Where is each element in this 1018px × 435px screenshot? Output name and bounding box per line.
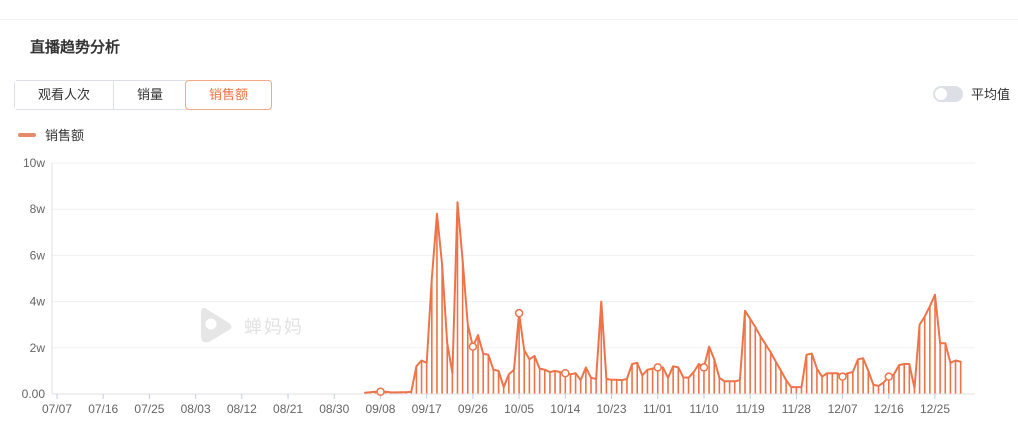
x-axis-tick-label: 09/17: [412, 402, 442, 416]
section-title: 直播趋势分析: [30, 39, 121, 56]
tab-viewers[interactable]: 观看人次: [15, 81, 114, 109]
average-toggle-switch[interactable]: [932, 85, 963, 102]
y-axis-tick-label: 2w: [30, 341, 46, 355]
x-axis-tick-label: 09/08: [365, 402, 395, 416]
average-toggle-label: 平均值: [970, 87, 1010, 102]
x-axis-tick-label: 07/07: [42, 402, 72, 416]
y-axis-zero-label: 0.00: [22, 387, 46, 401]
legend-label: 销售额: [45, 128, 85, 143]
x-axis-tick-label: 12/07: [828, 402, 858, 416]
legend-line-swatch: [18, 132, 36, 137]
x-axis-tick-label: 08/12: [227, 402, 257, 416]
top-divider-bar: [0, 0, 1018, 20]
x-axis-tick-label: 07/25: [134, 402, 164, 416]
toggle-knob: [934, 87, 947, 100]
y-axis-tick-label: 4w: [30, 295, 46, 309]
data-point-marker: [653, 363, 662, 372]
data-point-marker: [699, 363, 709, 372]
data-point-marker: [468, 342, 478, 351]
x-axis-tick-label: 10/14: [550, 402, 580, 416]
data-point-marker: [561, 368, 570, 378]
data-point-marker: [514, 308, 524, 318]
x-axis-tick-label: 11/19: [736, 402, 765, 416]
sales-line: [364, 201, 962, 394]
y-axis-tick-label: 6w: [30, 248, 46, 262]
data-point-marker: [376, 387, 385, 396]
metric-tab-group: 观看人次 销量 销售额: [14, 80, 273, 110]
x-axis-tick-label: 12/16: [874, 402, 904, 416]
x-axis-tick-label: 10/05: [504, 402, 534, 416]
chart-legend[interactable]: 销售额: [18, 125, 84, 144]
x-axis-tick-label: 11/28: [782, 402, 811, 416]
average-toggle-group: 平均值: [932, 84, 1010, 103]
x-axis-tick-label: 08/03: [181, 402, 211, 416]
tab-sales-volume[interactable]: 销量: [113, 81, 187, 109]
x-axis-tick-label: 09/26: [458, 402, 488, 416]
x-axis-tick-label: 08/21: [273, 402, 303, 416]
x-axis-tick-label: 08/30: [319, 402, 349, 416]
x-axis-tick-label: 10/23: [597, 402, 627, 416]
tab-sales-amount[interactable]: 销售额: [185, 80, 273, 110]
x-axis-tick-label: 11/10: [689, 402, 718, 416]
y-axis-tick-label: 10w: [23, 156, 45, 170]
y-axis-tick-label: 8w: [30, 202, 46, 216]
trend-chart[interactable]: 10w 8w 6w 4w 2w 0.00 07/07 07/16 07/25 08/03 08/12…: [0, 150, 1018, 430]
x-axis-tick-label: 12/25: [920, 402, 950, 416]
data-point-marker: [884, 372, 894, 381]
data-point-marker: [838, 372, 847, 381]
x-axis-tick-label: 07/16: [88, 402, 118, 416]
x-axis-tick-label: 11/01: [643, 402, 672, 416]
